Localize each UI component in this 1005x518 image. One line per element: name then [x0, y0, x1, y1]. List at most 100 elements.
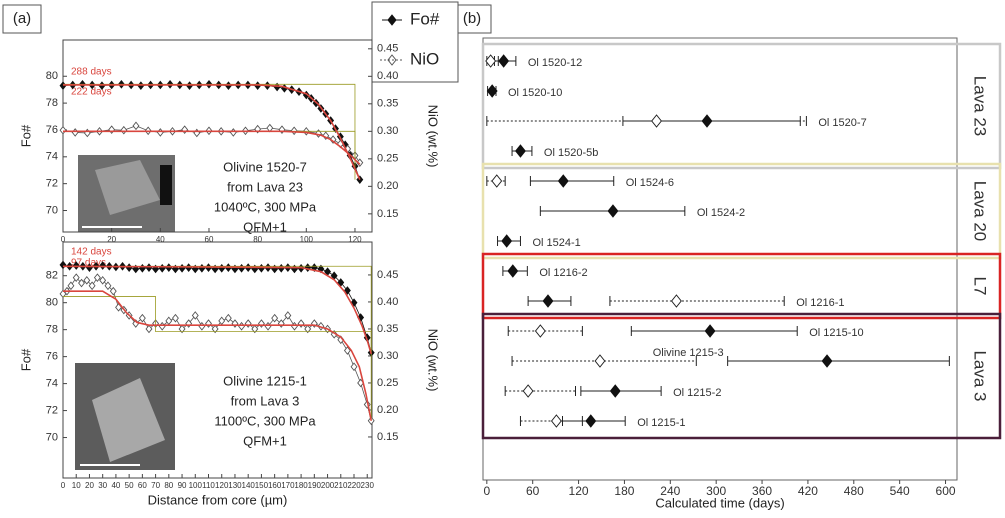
group-label: Lava 3 — [971, 350, 990, 401]
x-tick-label: 0 — [61, 481, 66, 490]
data-point — [67, 281, 75, 291]
x-tick-label: 600 — [936, 484, 956, 498]
x-tick-label: 420 — [798, 484, 818, 498]
x-tick-label: 120 — [569, 484, 589, 498]
x-axis-title: Calculated time (days) — [655, 495, 784, 510]
y-tick-label: 74 — [46, 151, 58, 163]
y2-tick-label: 0.40 — [377, 70, 398, 82]
series-line — [63, 265, 372, 353]
data-point — [244, 319, 252, 328]
y-tick-label: 70 — [46, 431, 58, 443]
y2-axis-title: NiO (wt.%) — [426, 329, 441, 392]
row-label: Ol 1215-2 — [673, 387, 721, 399]
inset-text: Olivine 1215-1 — [223, 373, 307, 388]
row-label: Ol 1216-1 — [796, 297, 844, 309]
data-point — [291, 321, 298, 331]
inset-image-bottom — [75, 363, 175, 470]
x-axis-title: Distance from core (µm) — [148, 492, 288, 507]
annotation: 222 days — [71, 87, 112, 98]
data-point — [158, 321, 166, 331]
panel-a-label-box — [2, 4, 42, 34]
series-line — [62, 264, 372, 353]
data-point — [171, 313, 179, 323]
data-point — [198, 263, 206, 273]
data-point — [156, 128, 164, 137]
data-point — [138, 313, 146, 323]
row-label: Ol 1520-10 — [508, 87, 562, 99]
row-label: Ol 1524-6 — [626, 177, 674, 189]
y2-tick-label: 0.30 — [377, 350, 398, 362]
fo-point — [701, 114, 713, 128]
x-tick-label: 120 — [215, 481, 229, 490]
series-line — [62, 265, 372, 355]
x-tick-label: 360 — [752, 484, 772, 498]
y-tick-label: 74 — [46, 378, 58, 390]
data-point — [211, 324, 219, 334]
data-point — [343, 286, 351, 295]
y2-tick-label: 0.25 — [377, 153, 398, 165]
data-point — [99, 276, 107, 285]
fo-point — [498, 54, 510, 68]
data-point — [290, 126, 298, 136]
legend-box — [371, 1, 459, 83]
data-point — [229, 128, 237, 137]
y2-tick-label: 0.35 — [377, 323, 398, 335]
row-label: Ol 1520-5b — [544, 147, 598, 159]
legend-label: Fo# — [410, 9, 440, 28]
x-tick-label: 30 — [98, 481, 107, 490]
y-tick-label: 78 — [46, 324, 58, 336]
x-tick-label: 80 — [164, 481, 173, 490]
plot-frame — [62, 241, 373, 479]
data-point — [83, 128, 91, 138]
fo-point — [515, 144, 526, 158]
data-point — [104, 281, 112, 291]
data-point — [145, 324, 153, 334]
fo-point — [704, 324, 716, 338]
y2-tick-label: 0.45 — [377, 269, 398, 281]
data-point — [297, 319, 305, 328]
x-tick-label: 180 — [294, 481, 308, 490]
y2-tick-label: 0.30 — [377, 125, 398, 137]
x-tick-label: 10 — [72, 481, 81, 490]
y-tick-label: 80 — [46, 297, 58, 309]
data-point — [178, 263, 186, 273]
annotation: 142 days — [71, 247, 112, 258]
nio-point — [670, 294, 682, 308]
x-tick-label: 130 — [228, 481, 242, 490]
data-point — [218, 263, 226, 273]
data-point — [152, 264, 160, 274]
group-box — [481, 42, 1002, 170]
data-point — [193, 128, 201, 138]
x-tick-label: 190 — [308, 481, 322, 490]
fo-point — [542, 294, 554, 308]
data-point — [337, 278, 345, 287]
row-label: Ol 1215-10 — [809, 327, 863, 339]
group-label: Lava 20 — [971, 181, 990, 242]
y2-tick-label: 0.15 — [377, 431, 398, 443]
x-tick-label: 540 — [890, 484, 910, 498]
y-tick-label: 78 — [46, 97, 58, 109]
data-point — [138, 263, 146, 273]
data-point — [271, 313, 279, 323]
data-point — [251, 324, 259, 334]
nio-point — [594, 354, 606, 368]
row-label: Ol 1215-1 — [637, 417, 685, 429]
legend-label: NiO — [410, 49, 439, 68]
y2-tick-label: 0.20 — [377, 404, 398, 416]
group-label: Lava 23 — [971, 76, 990, 137]
x-tick-label: 90 — [178, 481, 187, 490]
x-tick-label: 0 — [61, 235, 66, 244]
data-point — [72, 273, 80, 282]
row-label: Ol 1520-12 — [528, 57, 582, 69]
data-point — [125, 263, 133, 272]
inset-text: QFM+1 — [243, 219, 287, 234]
nio-point — [651, 114, 662, 128]
series-line — [63, 296, 372, 421]
y-tick-label: 72 — [46, 178, 58, 190]
y2-tick-label: 0.15 — [377, 208, 398, 220]
data-point — [145, 263, 153, 272]
y-axis-title: Fo# — [18, 348, 33, 371]
x-tick-label: 60 — [138, 481, 147, 490]
inset-text: Olivine 1520-7 — [223, 159, 307, 174]
group-box — [481, 252, 1002, 320]
